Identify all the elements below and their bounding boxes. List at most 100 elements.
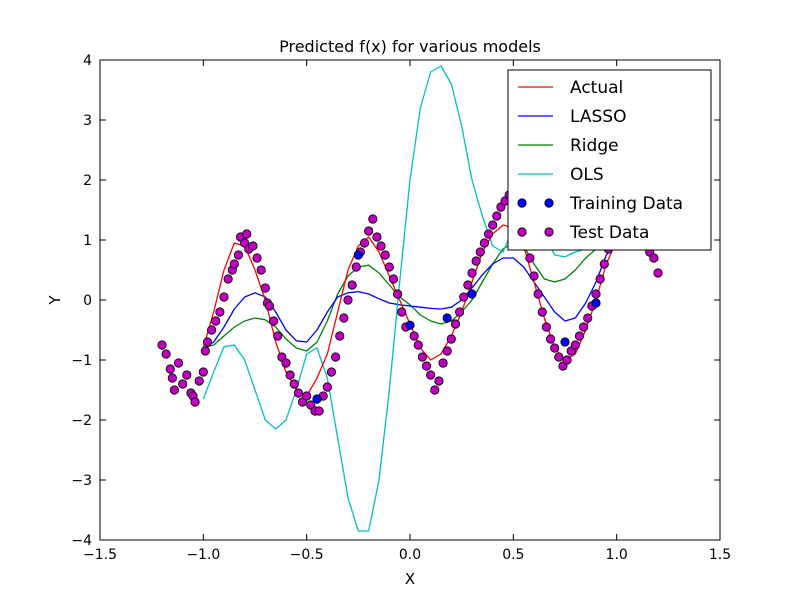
legend-swatch-test-data	[517, 227, 527, 237]
test-data-point	[364, 226, 374, 236]
training-data-point	[353, 250, 363, 260]
test-data-point	[376, 241, 386, 251]
test-data-point	[483, 229, 494, 239]
test-data-point	[421, 361, 432, 371]
test-data-point	[446, 334, 456, 344]
test-data-point	[368, 214, 378, 224]
test-data-point	[314, 406, 324, 416]
x-axis-label: X	[405, 570, 415, 588]
test-data-point	[434, 376, 444, 386]
x-tick-label: 0.0	[399, 547, 421, 563]
legend-label-ols: OLS	[570, 165, 604, 185]
series-line-lasso	[202, 242, 618, 350]
x-tick-label: 0.5	[502, 547, 524, 563]
legend-label-test-data: Test Data	[569, 223, 649, 243]
test-data-point	[417, 352, 427, 362]
y-tick-label: 3	[83, 113, 92, 129]
test-data-point	[471, 256, 481, 266]
test-data-point	[198, 367, 208, 377]
test-data-point	[533, 289, 543, 299]
test-data-point	[229, 259, 239, 269]
tick-layer: −1.5 −1.0 −0.5 0.0 0.5 1.0 1.5 −4 −3 −2 −1 0 1 2 3 4	[71, 53, 731, 563]
test-data-point	[479, 238, 489, 248]
x-tick-label: −1.0	[186, 547, 220, 563]
legend-swatch-training-data	[544, 198, 554, 208]
y-tick-label: 1	[83, 233, 92, 249]
test-data-point	[330, 352, 341, 362]
test-data-point	[359, 238, 370, 248]
legend-label-training-data: Training Data	[569, 194, 683, 214]
test-data-point	[157, 340, 167, 350]
test-data-point	[653, 268, 663, 278]
y-tick-label: −2	[71, 413, 92, 429]
test-data-point	[454, 307, 465, 317]
legend-label-ridge: Ridge	[570, 136, 619, 156]
test-data-point	[541, 322, 552, 332]
test-data-point	[268, 316, 279, 326]
test-data-point	[467, 268, 477, 278]
test-data-point	[173, 358, 184, 368]
test-data-point	[545, 334, 556, 344]
test-data-point	[289, 379, 299, 389]
test-data-point	[347, 280, 357, 290]
x-tick-label: 1.5	[709, 547, 731, 563]
test-data-point	[529, 271, 539, 281]
test-data-point	[426, 370, 436, 380]
test-data-point	[273, 331, 283, 341]
training-data-point	[591, 298, 601, 308]
training-data-point	[560, 337, 570, 347]
y-axis-label: Y	[46, 295, 64, 306]
test-data-point	[442, 346, 452, 356]
test-data-point	[595, 274, 605, 284]
test-data-point	[256, 265, 266, 275]
test-data-point	[372, 232, 382, 242]
test-data-point	[430, 385, 440, 395]
y-tick-label: −1	[71, 353, 92, 369]
test-data-point	[599, 259, 609, 269]
test-data-point	[223, 274, 233, 284]
training-data-point	[467, 289, 477, 299]
test-data-point	[388, 274, 399, 284]
test-data-point	[578, 322, 589, 332]
test-data-point	[211, 316, 221, 326]
test-data-point	[459, 292, 469, 302]
test-data-point	[285, 370, 295, 380]
test-data-point	[397, 307, 407, 317]
test-data-point	[488, 220, 498, 230]
test-data-point	[233, 250, 244, 260]
test-data-point	[475, 247, 485, 257]
series-line-actual	[202, 224, 618, 397]
test-data-point	[252, 253, 262, 263]
test-data-point	[492, 211, 502, 221]
test-data-point	[207, 325, 217, 335]
legend: Actual LASSO Ridge OLS Training Data Test Dat…	[507, 69, 712, 251]
test-data-point	[450, 319, 461, 329]
test-data-point	[293, 388, 303, 398]
legend-label-actual: Actual	[570, 78, 623, 98]
test-data-point	[161, 349, 171, 359]
test-data-point	[525, 253, 535, 263]
test-data-point	[169, 385, 179, 395]
test-data-point	[200, 346, 210, 356]
test-data-point	[322, 382, 332, 392]
test-data-point	[343, 295, 353, 305]
y-tick-label: −4	[71, 533, 92, 549]
test-data-point	[438, 358, 448, 368]
chart-title: Predicted f(x) for various models	[279, 37, 541, 56]
legend-box	[507, 69, 712, 251]
x-tick-label: 1.0	[606, 547, 628, 563]
legend-swatch-training-data	[517, 198, 527, 208]
x-tick-label: −0.5	[290, 547, 324, 563]
y-tick-label: −3	[71, 473, 92, 489]
test-data-point	[591, 289, 601, 299]
test-data-point	[384, 262, 394, 272]
test-data-point	[215, 307, 225, 317]
test-data-point	[550, 343, 560, 353]
test-data-point	[574, 331, 585, 341]
test-data-point	[649, 253, 659, 263]
test-data-point	[178, 379, 188, 389]
x-tick-label: −1.5	[83, 547, 117, 563]
test-data-point	[413, 340, 423, 350]
test-data-point	[380, 250, 390, 260]
test-data-point	[167, 373, 177, 383]
